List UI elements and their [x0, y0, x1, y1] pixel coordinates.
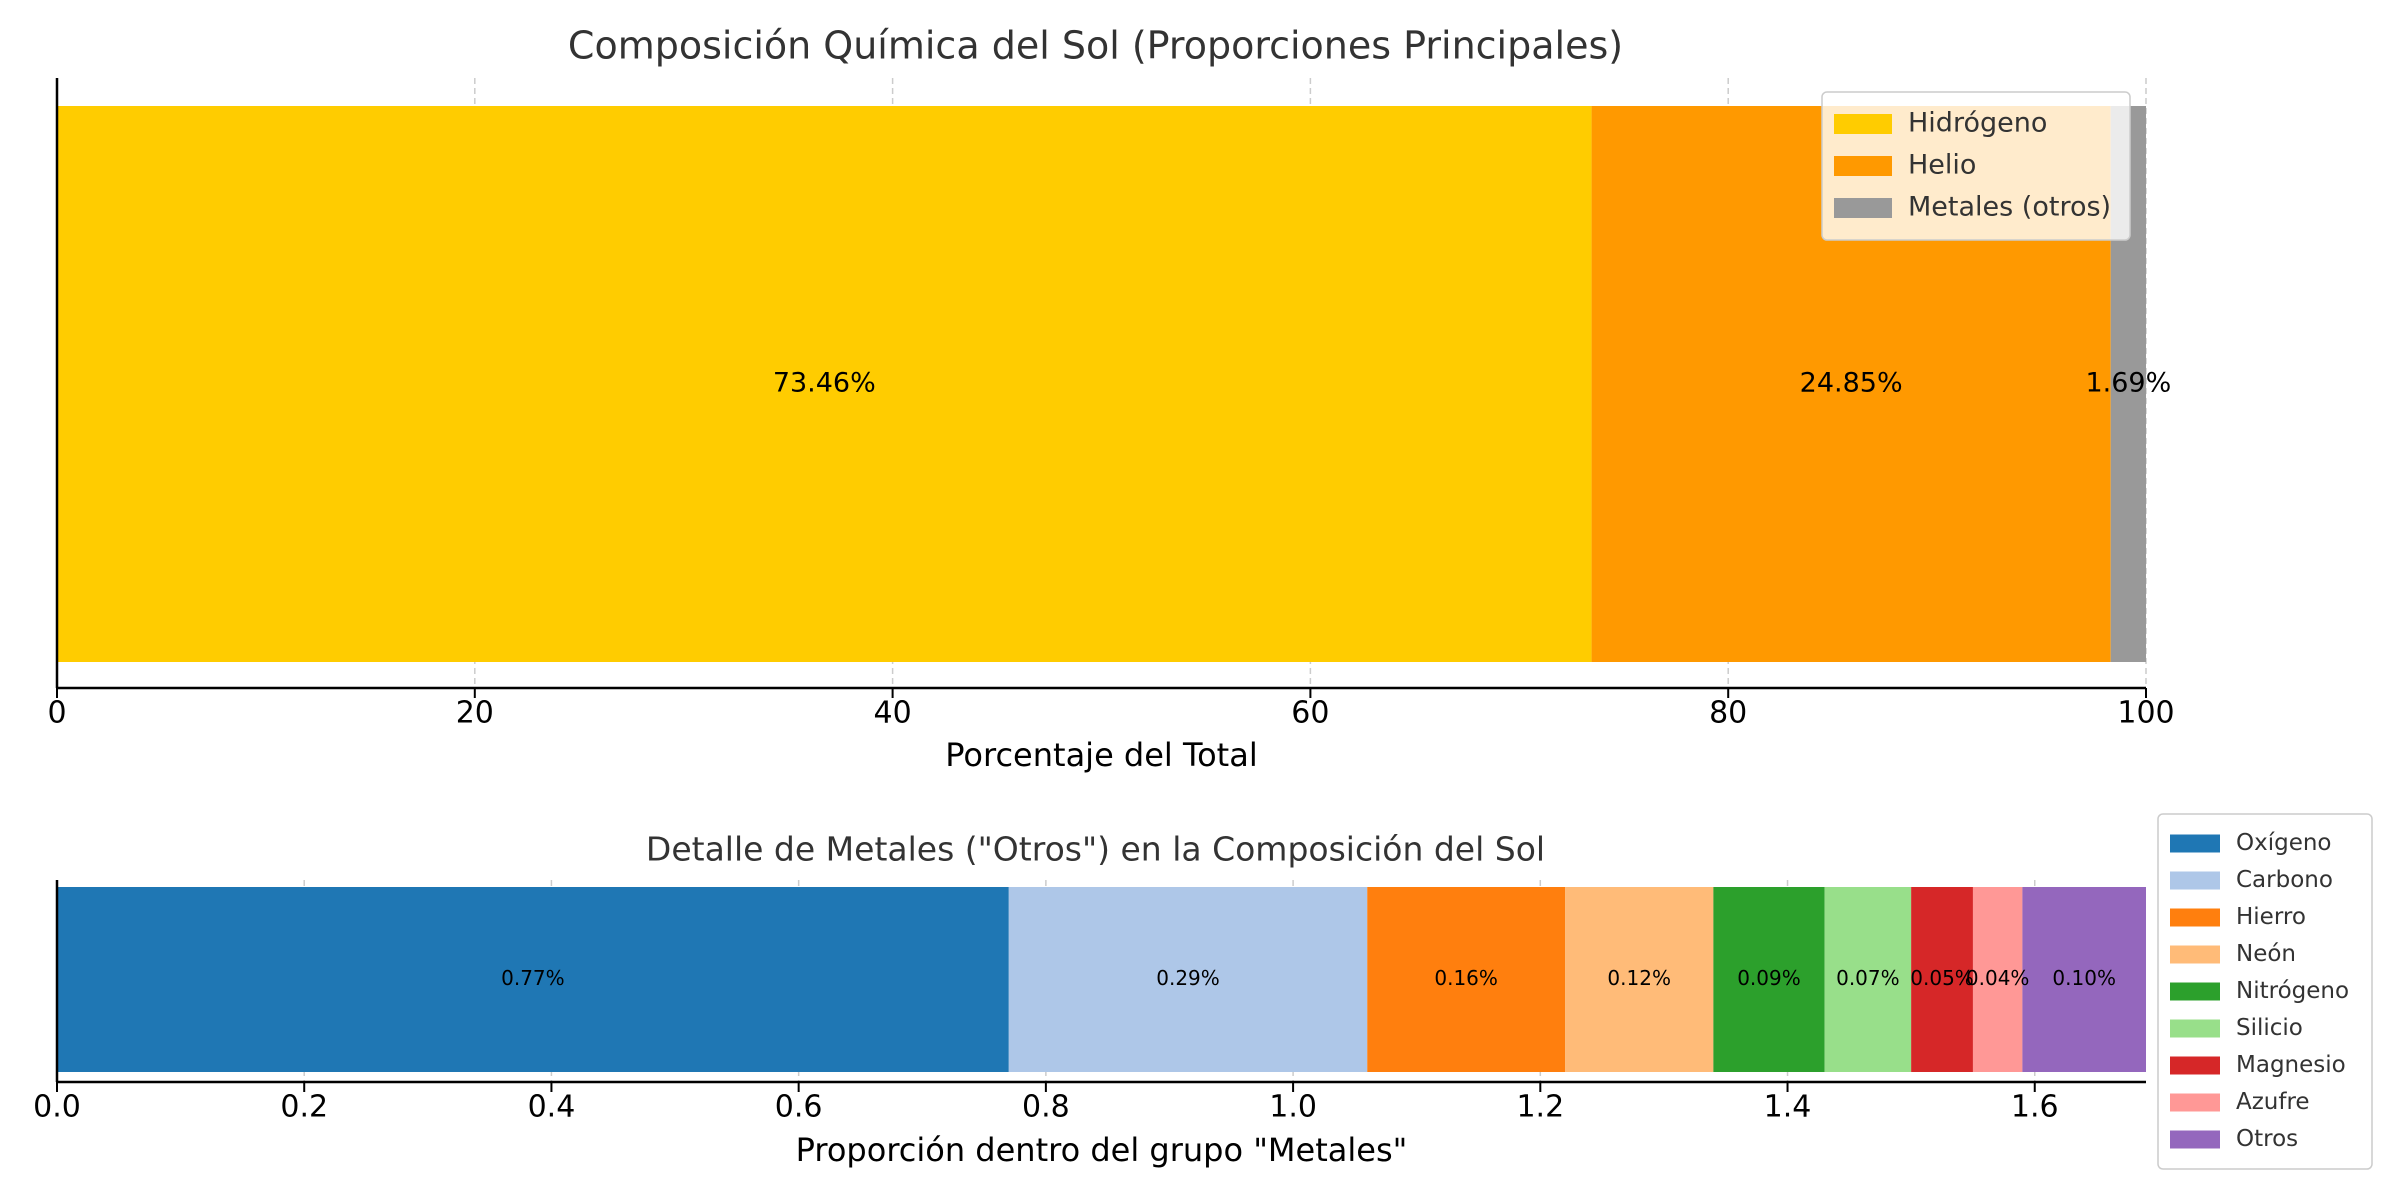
legend-entry: Neón [2236, 941, 2296, 967]
legend: Hidrógeno Helio Metales (otros) [1821, 91, 2131, 241]
bar-segment [1713, 887, 1825, 1072]
bar-segment [1565, 887, 1714, 1072]
x-tick-label: 40 [874, 696, 912, 731]
bar-segment [2022, 887, 2146, 1072]
data-label: 73.46% [773, 368, 876, 399]
legend-swatch [2170, 945, 2220, 964]
legend-entry: Magnesio [2236, 1052, 2346, 1078]
legend-entry: Nitrógeno [2236, 978, 2349, 1004]
data-label: 24.85% [1800, 368, 1903, 399]
legend: Oxígeno Carbono Hierro Neón Nitrógeno Silicio… [2157, 813, 2373, 1170]
legend-swatch [1834, 114, 1892, 134]
legend-entry: Hierro [2236, 904, 2306, 930]
data-label: 0.10% [2052, 966, 2116, 990]
legend-swatch [2170, 1130, 2220, 1149]
x-tick-label: 0.8 [1022, 1090, 1070, 1125]
data-label: 0.07% [1836, 966, 1900, 990]
legend-swatch [2170, 908, 2220, 927]
legend-swatch [2170, 1019, 2220, 1038]
data-label: 0.09% [1737, 966, 1801, 990]
data-label: 0.04% [1966, 966, 2030, 990]
x-tick-label: 1.0 [1269, 1090, 1317, 1125]
bar-segment [1008, 887, 1368, 1072]
x-axis-label: Proporción dentro del grupo "Metales" [796, 1131, 1408, 1169]
x-tick-label: 1.4 [1764, 1090, 1812, 1125]
legend-entry: Helio [1908, 150, 1976, 181]
chart-panel-2: Detalle de Metales ("Otros") en la Compo… [33, 813, 2373, 1170]
x-tick-label: 60 [1291, 696, 1329, 731]
bar-series: 0.77% 0.29% 0.16% 0.12% 0.09% 0.07% 0.05%0.04%… [57, 887, 2146, 1072]
chart-panel-1: Composición Química del Sol (Proporcione… [47, 24, 2174, 775]
x-tick-label: 0.4 [528, 1090, 576, 1125]
x-tick-label: 0 [47, 696, 66, 731]
legend-entry: Azufre [2236, 1089, 2310, 1115]
legend-swatch [2170, 1093, 2220, 1112]
data-label: 0.16% [1434, 966, 1498, 990]
legend-entry: Metales (otros) [1908, 192, 2111, 223]
data-label: 0.12% [1607, 966, 1671, 990]
legend-swatch [2170, 871, 2220, 890]
legend-swatch [1834, 198, 1892, 218]
bar-segment [57, 887, 1009, 1072]
bar-segment [1972, 887, 2023, 1072]
legend-entry: Carbono [2236, 867, 2333, 893]
x-tick-label: 100 [2117, 696, 2174, 731]
x-tick-label: 1.6 [2011, 1090, 2059, 1125]
legend-entry: Hidrógeno [1908, 108, 2047, 139]
bar-segment [1367, 887, 1566, 1072]
legend-entry: Otros [2236, 1126, 2298, 1152]
legend-box [2157, 813, 2373, 1170]
legend-swatch [2170, 982, 2220, 1001]
x-tick-label: 1.2 [1516, 1090, 1564, 1125]
data-label: 0.77% [501, 966, 565, 990]
legend-swatch [2170, 1056, 2220, 1075]
data-label: 1.69% [2085, 368, 2171, 399]
data-label: 0.05% [1910, 966, 1974, 990]
x-tick-label: 0.2 [280, 1090, 328, 1125]
x-tick-label: 0.6 [775, 1090, 823, 1125]
data-label: 0.29% [1156, 966, 1220, 990]
chart-title: Composición Química del Sol (Proporcione… [568, 24, 1623, 68]
x-axis-label: Porcentaje del Total [945, 736, 1257, 774]
bar-segment [1911, 887, 1973, 1072]
legend-swatch [1834, 156, 1892, 176]
legend-box [1821, 91, 2131, 241]
bar-segment [1824, 887, 1912, 1072]
chart-title: Detalle de Metales ("Otros") en la Compo… [646, 830, 1545, 869]
legend-entry: Oxígeno [2236, 830, 2332, 856]
legend-swatch [2170, 834, 2220, 853]
x-tick-label: 20 [456, 696, 494, 731]
legend-entry: Silicio [2236, 1015, 2303, 1041]
x-tick-label: 80 [1709, 696, 1747, 731]
x-tick-label: 0.0 [33, 1090, 81, 1125]
bar-segment [57, 106, 1592, 662]
